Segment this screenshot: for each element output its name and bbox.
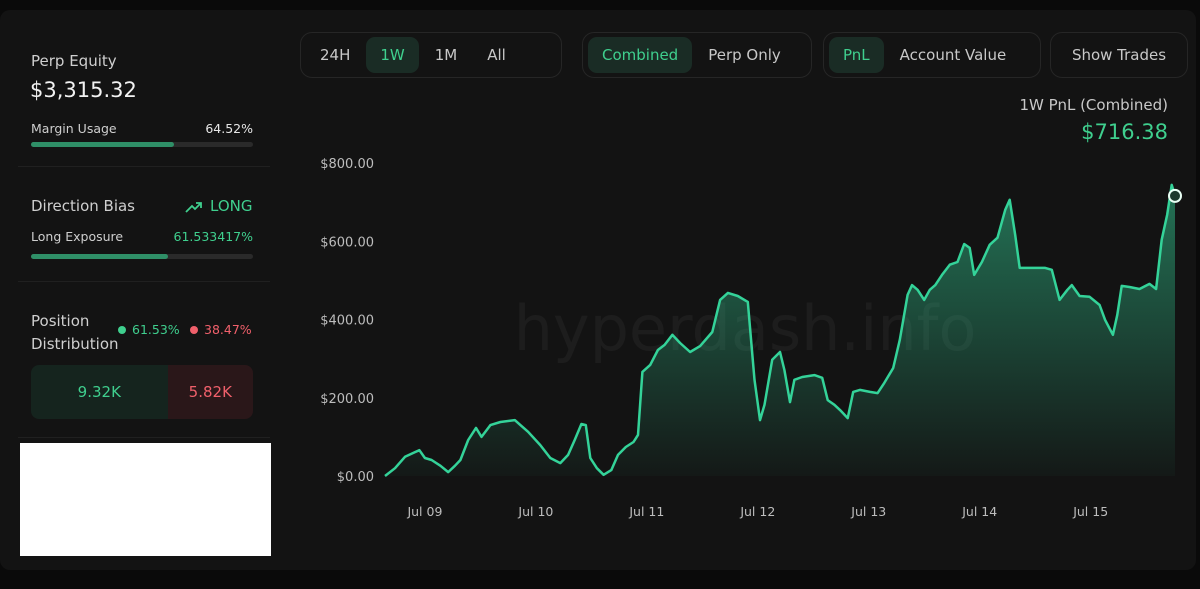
view-button[interactable]: Perp Only bbox=[708, 46, 781, 64]
long-value: 9.32K bbox=[77, 383, 121, 401]
share: 61.53% bbox=[132, 322, 180, 337]
redaction bbox=[20, 443, 271, 556]
x-tick-label: Jul 12 bbox=[739, 504, 775, 519]
legend-dot bbox=[118, 326, 126, 334]
trades-button[interactable]: Show Trades bbox=[1071, 46, 1167, 64]
range-button[interactable]: 1M bbox=[434, 46, 458, 64]
area bbox=[385, 184, 1175, 476]
range-button[interactable]: 24H bbox=[320, 46, 351, 64]
chart-subtitle: 1W PnL (Combined) bbox=[1020, 96, 1168, 114]
value: 61.533417% bbox=[173, 229, 253, 244]
short-segment: 5.82K bbox=[167, 365, 253, 419]
range-button[interactable]: 1W bbox=[366, 37, 419, 73]
x-tick-label: Jul 15 bbox=[1072, 504, 1108, 519]
label: Direction Bias bbox=[31, 197, 135, 215]
label: Perp Equity bbox=[31, 52, 117, 70]
label: Position Distribution bbox=[31, 312, 119, 353]
chart-annotation: $716.38 bbox=[1081, 120, 1168, 144]
line bbox=[384, 183, 1177, 477]
range-group: 24H 1W 1M All bbox=[300, 32, 562, 78]
progress-track bbox=[31, 142, 253, 147]
label: Margin Usage bbox=[31, 121, 117, 136]
x-tick-label: Jul 09 bbox=[406, 504, 442, 519]
metric-button[interactable]: Account Value bbox=[899, 46, 1007, 64]
short-value: 5.82K bbox=[188, 383, 232, 401]
legend-dot bbox=[190, 326, 198, 334]
x-tick-label: Jul 14 bbox=[961, 504, 997, 519]
range-button[interactable]: All bbox=[487, 46, 506, 64]
metric-group: PnL Account Value bbox=[823, 32, 1041, 78]
x-tick-label: Jul 10 bbox=[517, 504, 553, 519]
distribution-bar: 9.32K 5.82K bbox=[31, 365, 253, 419]
y-tick-label: $200.00 bbox=[320, 392, 374, 407]
progress-track bbox=[31, 254, 253, 259]
y-tick-label: $400.00 bbox=[320, 314, 374, 329]
y-tick-label: $0.00 bbox=[337, 470, 374, 485]
trend-icon bbox=[185, 202, 202, 213]
view-group: Combined Perp Only bbox=[582, 32, 812, 78]
divider bbox=[18, 437, 270, 438]
metric-button[interactable]: PnL bbox=[829, 37, 884, 73]
last-point bbox=[1168, 188, 1182, 203]
x-tick-label: Jul 11 bbox=[628, 504, 664, 519]
progress-fill bbox=[31, 142, 175, 147]
divider bbox=[18, 166, 270, 167]
y-tick-label: $600.00 bbox=[320, 235, 374, 250]
label: Long Exposure bbox=[31, 229, 124, 244]
share: 38.47% bbox=[204, 322, 252, 337]
legend-long: 61.53% bbox=[118, 322, 180, 337]
view-button[interactable]: Combined bbox=[588, 37, 693, 73]
bias-value: LONG bbox=[210, 197, 253, 215]
value: 64.52% bbox=[205, 121, 253, 136]
y-tick-label: $800.00 bbox=[320, 157, 374, 172]
legend-short: 38.47% bbox=[190, 322, 252, 337]
divider bbox=[18, 281, 270, 282]
equity-value: $3,315.32 bbox=[30, 78, 137, 102]
long-segment: 9.32K bbox=[31, 365, 168, 419]
trades-group: Show Trades bbox=[1050, 32, 1188, 78]
progress-fill bbox=[31, 254, 168, 259]
x-tick-label: Jul 13 bbox=[850, 504, 886, 519]
